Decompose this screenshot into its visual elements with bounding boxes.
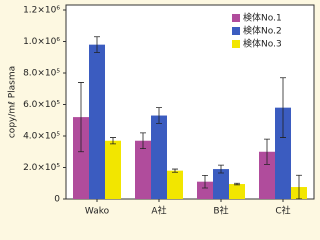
- legend-label: 検体No.3: [243, 38, 282, 50]
- y-tick-label: 6.0×10⁵: [23, 100, 60, 110]
- bar: [135, 140, 151, 199]
- y-tick-label: 1.0×10⁶: [23, 37, 60, 47]
- bar: [197, 181, 213, 199]
- page: {"chart_data": {"type": "bar", "y_label"…: [7, 4, 315, 217]
- error-bar: [218, 164, 224, 174]
- error-bar: [280, 77, 286, 138]
- y-tick-label: 2.0×10⁵: [23, 163, 60, 173]
- error-bar: [156, 107, 162, 124]
- x-tick-label: C社: [275, 205, 290, 217]
- y-axis-label: copy/mℓ Plasma: [8, 66, 18, 138]
- x-tick-label: A社: [151, 205, 166, 217]
- legend-swatch: [232, 14, 240, 22]
- error-bar: [140, 132, 146, 149]
- x-tick-label: Wako: [85, 207, 110, 217]
- error-bar: [172, 168, 178, 173]
- bar: [89, 44, 105, 200]
- bar: [105, 140, 121, 199]
- error-bar: [264, 138, 270, 165]
- error-bar: [202, 174, 208, 189]
- y-tick-label: 0: [54, 195, 60, 205]
- bar: [275, 107, 291, 199]
- bar: [259, 151, 275, 199]
- legend-swatch: [232, 27, 240, 35]
- bar: [229, 184, 245, 199]
- y-tick-label: 4.0×10⁵: [23, 132, 60, 142]
- bar: [73, 117, 89, 199]
- error-bar: [234, 182, 240, 186]
- error-bar: [296, 174, 302, 200]
- error-bar: [94, 36, 100, 53]
- x-tick-label: B社: [213, 205, 228, 217]
- y-tick-label: 1.2×10⁶: [23, 6, 60, 16]
- chart: copy/mℓ Plasma 0 2.0×10⁵ 4.0×10⁵ 6.0×10⁵ 8.0…: [8, 4, 315, 217]
- y-tick-label: 8.0×10⁵: [23, 69, 60, 79]
- error-bar: [78, 82, 84, 153]
- bar: [213, 169, 229, 199]
- legend-swatch: [232, 40, 240, 48]
- legend-label: 検体No.2: [243, 25, 282, 37]
- bar: [151, 115, 167, 199]
- bar: [167, 170, 183, 199]
- error-bar: [110, 137, 116, 145]
- legend-label: 検体No.1: [243, 12, 282, 24]
